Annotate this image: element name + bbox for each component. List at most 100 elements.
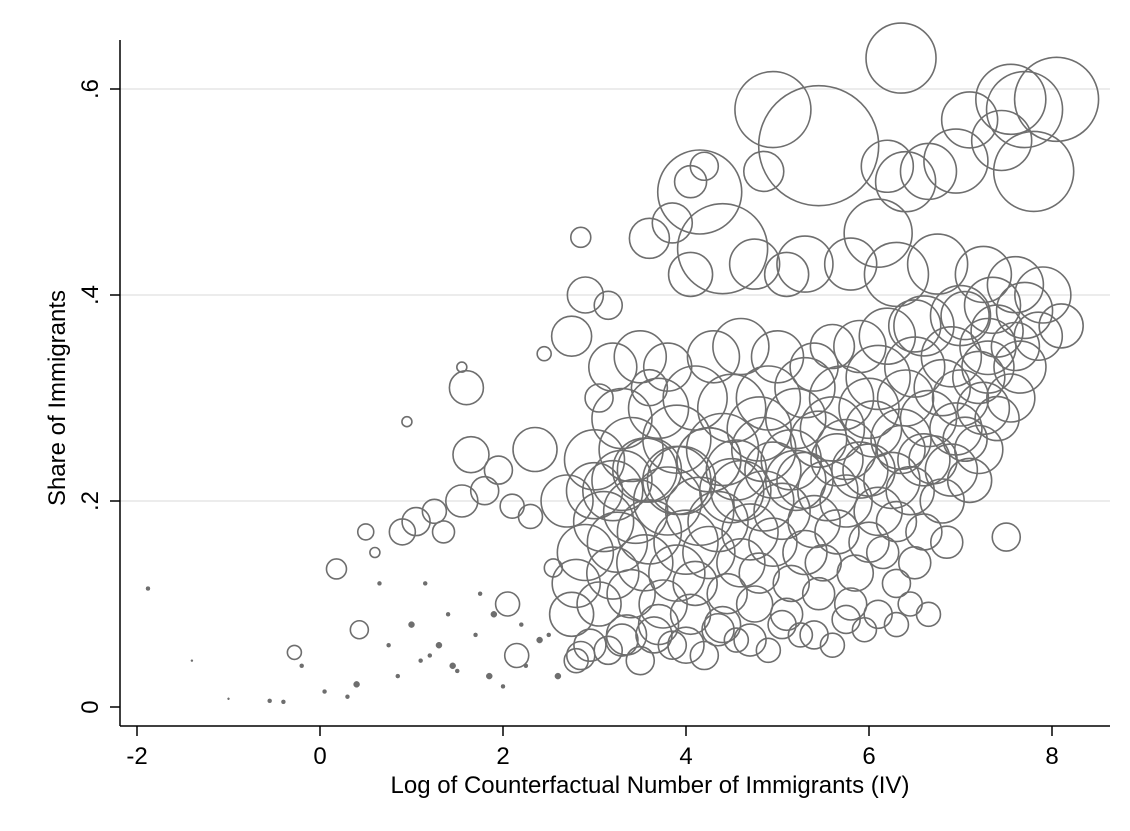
- data-point: [710, 459, 772, 522]
- data-point: [662, 365, 728, 431]
- data-point: [734, 70, 812, 149]
- data-point: [913, 358, 972, 417]
- data-point: [572, 490, 635, 553]
- data-point: [523, 663, 529, 669]
- data-point: [738, 552, 781, 594]
- x-tick-label-0: -2: [126, 743, 147, 770]
- data-point: [682, 525, 736, 580]
- data-point: [628, 217, 671, 260]
- data-point: [408, 621, 415, 628]
- data-point: [550, 315, 593, 358]
- data-point: [556, 523, 615, 582]
- data-point: [512, 426, 558, 473]
- data-point: [377, 581, 382, 586]
- data-point: [920, 325, 983, 388]
- data-point: [974, 395, 1020, 442]
- data-point: [519, 622, 524, 627]
- data-point: [893, 295, 955, 357]
- data-point: [686, 329, 741, 384]
- data-point: [546, 632, 551, 638]
- data-point: [776, 451, 834, 510]
- data-point: [445, 612, 451, 617]
- data-point: [769, 597, 804, 632]
- data-point: [427, 653, 433, 658]
- data-point: [726, 396, 793, 462]
- y-tick-label-2: .4: [77, 285, 104, 305]
- data-point: [728, 238, 781, 290]
- data-point: [576, 581, 622, 627]
- data-point: [190, 659, 194, 662]
- data-point: [730, 416, 797, 483]
- data-point: [887, 299, 942, 353]
- data-point: [897, 432, 951, 487]
- data-point: [897, 545, 932, 580]
- data-point: [716, 537, 766, 588]
- data-point: [883, 336, 946, 398]
- data-point: [672, 560, 718, 607]
- data-point: [627, 377, 690, 440]
- data-point: [548, 591, 595, 638]
- data-point: [814, 509, 860, 555]
- y-tick-label-0: 0: [77, 700, 104, 713]
- data-point: [586, 511, 649, 574]
- data-point: [536, 345, 552, 362]
- data-point: [401, 415, 413, 428]
- data-point: [946, 457, 993, 504]
- data-point: [386, 642, 391, 648]
- data-point: [701, 612, 735, 647]
- data-point: [500, 684, 506, 689]
- data-point: [951, 350, 1006, 405]
- data-point: [490, 611, 498, 618]
- data-point: [676, 426, 742, 493]
- data-point: [838, 377, 900, 440]
- data-point: [992, 130, 1075, 213]
- data-point: [395, 673, 401, 679]
- data-point: [929, 525, 964, 560]
- data-point: [689, 640, 720, 671]
- data-point: [823, 237, 878, 291]
- data-point: [435, 641, 443, 649]
- data-point: [883, 611, 910, 638]
- data-point: [810, 432, 864, 487]
- data-point: [565, 461, 624, 520]
- data-point: [673, 164, 708, 199]
- data-point: [843, 198, 913, 268]
- x-axis-ticks: -2 0 2 4 6 8: [126, 726, 1059, 770]
- data-point: [801, 576, 836, 611]
- data-point: [517, 503, 544, 530]
- data-point: [809, 323, 856, 370]
- data-point: [764, 449, 827, 512]
- data-point: [356, 523, 375, 541]
- data-point: [676, 202, 769, 295]
- data-point: [975, 63, 1047, 136]
- data-point: [776, 235, 834, 293]
- data-point: [865, 535, 900, 570]
- data-point: [772, 564, 811, 603]
- data-point: [325, 558, 348, 580]
- data-point: [585, 546, 640, 600]
- data-point: [787, 622, 814, 648]
- data-point: [733, 623, 767, 657]
- data-point: [469, 475, 500, 506]
- data-point: [744, 441, 802, 499]
- data-point: [782, 529, 828, 576]
- data-point: [851, 616, 878, 643]
- data-point: [774, 356, 836, 419]
- data-point: [1038, 303, 1084, 349]
- data-point: [642, 445, 712, 516]
- data-point: [445, 484, 479, 518]
- data-point: [536, 636, 543, 644]
- data-point: [625, 645, 656, 676]
- data-point: [563, 428, 626, 491]
- data-point: [642, 342, 693, 392]
- data-point: [815, 418, 877, 481]
- data-point: [554, 672, 562, 680]
- data-point: [853, 486, 903, 537]
- data-point: [593, 635, 624, 666]
- y-axis-ticks: 0 .2 .4 .6: [77, 79, 120, 714]
- data-point: [876, 424, 926, 475]
- data-point: [605, 623, 639, 657]
- data-point: [906, 233, 969, 295]
- data-point: [651, 202, 694, 244]
